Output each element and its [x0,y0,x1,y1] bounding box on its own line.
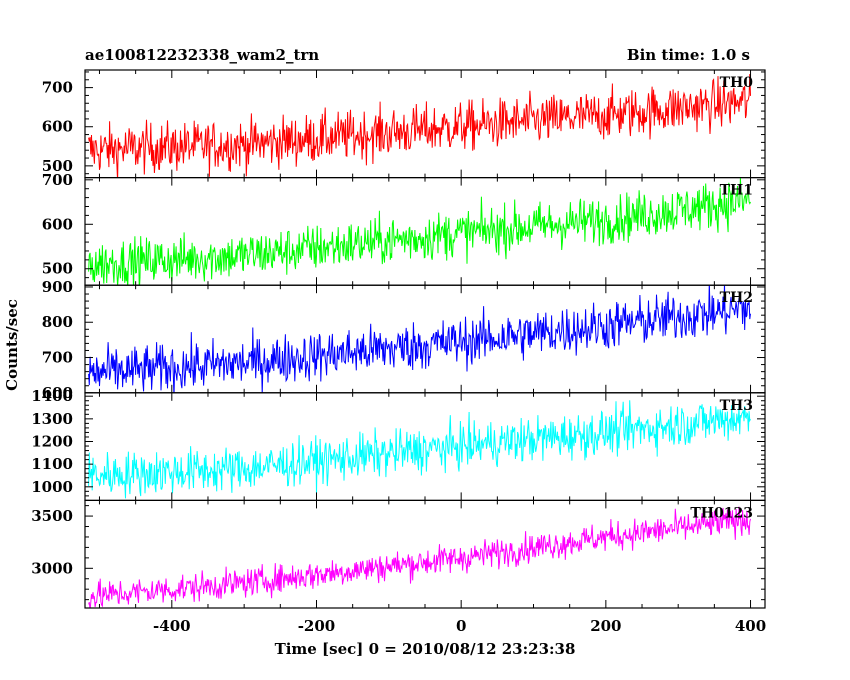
series-line-th1 [88,177,751,286]
y-tick-label: 800 [42,313,73,331]
y-tick-label: 600 [42,118,73,136]
series-line-th2 [88,285,751,393]
x-tick-label: 400 [735,617,766,635]
x-tick-label: 200 [590,617,621,635]
chart-title-left: ae100812232338_wam2_trn [85,46,319,64]
panel-th1: 500 600 700 TH1 [42,171,766,286]
panel-th2: 600 700 800 900 TH2 [42,278,766,402]
panel-label-th0123: TH0123 [690,505,753,521]
panel-label-th0: TH0 [720,75,754,91]
y-tick-label: 600 [42,215,73,233]
x-axis-label: Time [sec] 0 = 2010/08/12 23:23:38 [275,640,576,658]
y-axis-label: Counts/sec [3,299,21,391]
y-tick-label: 500 [42,157,73,175]
series-line-th0 [88,73,751,178]
panel-label-th3: TH3 [720,398,753,414]
y-tick-label: 1200 [31,433,73,451]
y-tick-label: 500 [42,260,73,278]
y-tick-label: 3500 [31,507,73,525]
y-tick-label: 600 [42,384,73,402]
y-tick-label: 700 [42,79,73,97]
series-line-th3 [88,400,751,499]
x-tick-label: -400 [153,617,191,635]
panels-group: 500 600 700 TH0 500 600 700 TH1 600 700 800 900 TH2 1… [31,69,766,635]
x-tick-label: -200 [298,617,336,635]
x-tick-label: 0 [456,617,466,635]
chart-title-right: Bin time: 1.0 s [627,46,750,64]
y-tick-label: 1400 [31,387,73,405]
y-tick-label: 1300 [31,410,73,428]
panel-th0: 500 600 700 TH0 [42,69,766,179]
panel-frame [84,177,766,286]
y-tick-label: 700 [42,171,73,189]
panel-frame [84,499,766,609]
y-tick-label: 1000 [31,478,73,496]
panel-th0123: 3000 3500 TH0123 [31,499,766,609]
panel-frame [84,284,766,394]
panel-th3: 1000 1100 1200 1300 1400 TH3 [31,387,766,501]
y-tick-label: 1100 [31,455,73,473]
panel-label-th1: TH1 [720,183,753,199]
panel-frame [84,392,766,501]
panel-label-th2: TH2 [720,290,753,306]
y-tick-label: 3000 [31,559,73,577]
y-tick-label: 900 [42,278,73,296]
y-tick-label: 700 [42,349,73,367]
series-line-th0123 [88,506,751,608]
